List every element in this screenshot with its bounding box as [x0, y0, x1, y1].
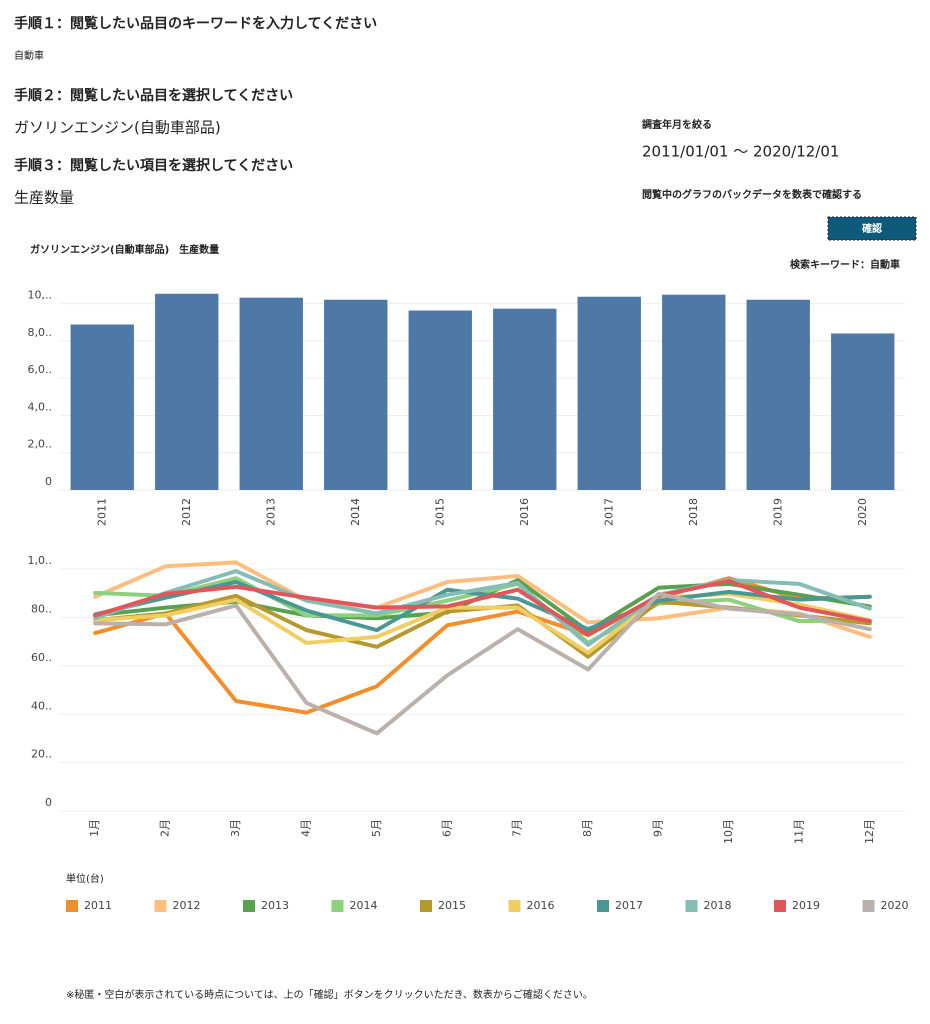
- button-bg[interactable]: [827, 216, 917, 241]
- legend-label[interactable]: 2017: [615, 899, 643, 912]
- bar: [155, 293, 219, 490]
- x-tick-label: 9月: [652, 819, 665, 837]
- bar: [577, 296, 641, 490]
- legend-label[interactable]: 2018: [704, 899, 732, 912]
- x-tick-label: 5月: [370, 819, 383, 837]
- y-tick-label: 60..: [31, 651, 52, 664]
- line-series: [93, 579, 872, 633]
- y-tick-label: 4,0..: [28, 400, 53, 413]
- legend-label[interactable]: 2013: [261, 899, 289, 912]
- bar: [746, 299, 810, 490]
- y-tick-label: 1,0..: [28, 554, 53, 567]
- legend-swatch: [685, 900, 698, 912]
- legend-swatch: [597, 900, 609, 912]
- y-tick-label: 40..: [31, 699, 52, 712]
- line-series: [93, 579, 872, 637]
- step2-title: 手順２：閲覧したい品目を選択してください: [14, 87, 293, 104]
- button-label[interactable]: 確認: [862, 222, 882, 235]
- x-tick-label: 2016: [518, 498, 531, 526]
- x-tick-label: 2017: [602, 498, 615, 526]
- y-tick-label: 20..: [31, 748, 52, 761]
- step3-value[interactable]: 生産数量: [14, 189, 74, 207]
- line-series: [93, 591, 872, 736]
- x-tick-label: 1月: [88, 819, 101, 837]
- step3-title: 手順３：閲覧したい項目を選択してください: [14, 157, 293, 174]
- x-tick-label: 2018: [687, 498, 700, 526]
- bar: [70, 324, 134, 490]
- legend-swatch: [420, 900, 432, 912]
- keyword: 検索キーワード：自動車: [790, 258, 900, 271]
- legend-label[interactable]: 2020: [881, 899, 909, 912]
- period-value[interactable]: 2011/01/01 ～ 2020/12/01: [642, 143, 839, 161]
- confirm-button[interactable]: 確認: [827, 216, 917, 241]
- legend-label[interactable]: 2015: [438, 899, 466, 912]
- step1-value[interactable]: 自動車: [14, 49, 44, 62]
- legend-label[interactable]: 2011: [84, 899, 112, 912]
- x-tick-label: 7月: [511, 819, 524, 837]
- x-tick-label: 2011: [95, 498, 108, 526]
- y-tick-label: 2,0..: [28, 438, 53, 451]
- x-tick-label: 2012: [180, 498, 193, 526]
- legend-swatch: [862, 900, 875, 912]
- bar: [239, 297, 303, 490]
- legend-swatch: [243, 900, 255, 912]
- line-series: [93, 569, 872, 647]
- line-series: [93, 591, 872, 655]
- bar: [493, 308, 557, 490]
- x-tick-label: 2020: [856, 498, 869, 526]
- check-label: 閲覧中のグラフのバックデータを数表で確認する: [642, 188, 862, 201]
- step2-value[interactable]: ガソリンエンジン(自動車部品): [14, 119, 221, 137]
- unit-label: 単位(台): [66, 872, 104, 885]
- x-tick-label: 2月: [159, 819, 172, 837]
- x-tick-label: 3月: [229, 819, 242, 837]
- legend-swatch: [774, 900, 786, 912]
- period-label: 調査年月を絞る: [642, 118, 712, 131]
- x-tick-label: 2014: [349, 498, 362, 526]
- x-tick-label: 2019: [771, 498, 784, 526]
- step1-title: 手順１：閲覧したい品目のキーワードを入力してください: [14, 15, 377, 32]
- legend-swatch: [508, 900, 521, 912]
- x-tick-label: 4月: [299, 819, 312, 837]
- y-tick-label: 6,0..: [28, 363, 53, 376]
- x-tick-label: 12月: [863, 819, 876, 844]
- legend-swatch: [331, 900, 344, 912]
- y-tick-label: 80..: [31, 603, 52, 616]
- x-tick-label: 6月: [440, 819, 453, 837]
- y-tick-label: 8,0..: [28, 326, 53, 339]
- legend-label[interactable]: 2012: [173, 899, 201, 912]
- legend-label[interactable]: 2014: [350, 899, 378, 912]
- legend-swatch: [66, 900, 78, 912]
- bar: [408, 310, 472, 490]
- x-tick-label: 2013: [264, 498, 277, 526]
- bar: [324, 299, 388, 490]
- x-tick-label: 2015: [433, 498, 446, 526]
- y-tick-label: 0: [45, 475, 52, 488]
- x-tick-label: 11月: [792, 819, 805, 844]
- y-tick-label: 10,..: [28, 289, 53, 302]
- chart-title: ガソリンエンジン(自動車部品) 生産数量: [30, 243, 219, 256]
- legend-label[interactable]: 2016: [527, 899, 555, 912]
- x-tick-label: 8月: [581, 819, 594, 837]
- bar: [831, 333, 895, 490]
- y-tick-label: 0: [45, 796, 52, 809]
- bar: [662, 294, 726, 490]
- legend-swatch: [154, 900, 167, 912]
- x-tick-label: 10月: [722, 819, 735, 844]
- footnote: ※秘匿・空白が表示されている時点については、上の「確認」ボタンをクリックいただき…: [66, 988, 593, 1001]
- legend-label[interactable]: 2019: [792, 899, 820, 912]
